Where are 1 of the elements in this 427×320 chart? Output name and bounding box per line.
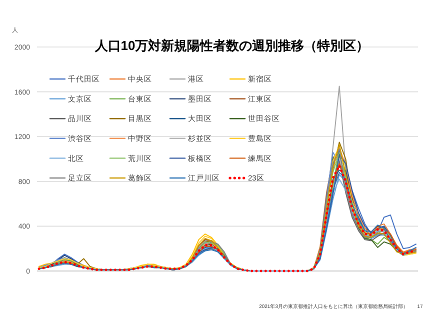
chart-title: 人口10万対新規陽性者数の週別推移（特別区） bbox=[94, 38, 370, 53]
